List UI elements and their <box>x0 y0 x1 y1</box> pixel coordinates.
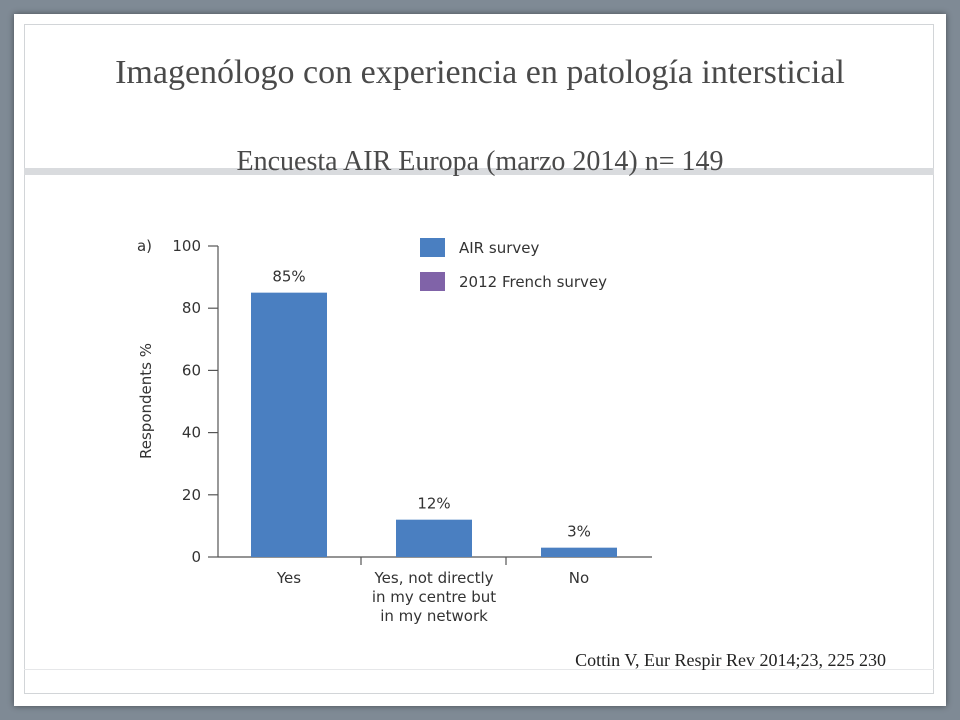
y-axis-title: Respondents % <box>137 343 155 459</box>
legend-label: AIR survey <box>459 239 539 257</box>
x-category-label: Yes, not directly <box>373 569 493 587</box>
footer-divider <box>24 669 934 670</box>
y-tick-label: 100 <box>172 237 201 255</box>
slide-subtitle: Encuesta AIR Europa (marzo 2014) n= 149 <box>236 146 724 177</box>
slide: Imagenólogo con experiencia en patología… <box>14 14 946 706</box>
bar-air-survey <box>541 547 617 557</box>
x-category-label: Yes <box>276 569 301 587</box>
y-tick-label: 80 <box>182 299 201 317</box>
bar-air-survey <box>251 292 327 557</box>
x-category-label: in my network <box>380 607 488 625</box>
data-label: 3% <box>567 523 591 541</box>
y-tick-label: 60 <box>182 361 201 379</box>
legend-label: 2012 French survey <box>459 273 607 291</box>
legend-swatch <box>420 238 445 257</box>
bar-air-survey <box>396 519 472 557</box>
data-label: 12% <box>417 495 450 513</box>
panel-label: a) <box>137 237 152 255</box>
x-category-label: No <box>569 569 589 587</box>
y-tick-label: 40 <box>182 424 201 442</box>
y-tick-label: 0 <box>191 548 201 566</box>
y-tick-label: 20 <box>182 486 201 504</box>
legend-swatch <box>420 272 445 291</box>
title-divider <box>24 168 934 175</box>
citation: Cottin V, Eur Respir Rev 2014;23, 225 23… <box>575 650 886 670</box>
data-label: 85% <box>272 268 305 286</box>
slide-title: Imagenólogo con experiencia en patología… <box>115 54 845 91</box>
x-category-label: in my centre but <box>372 588 496 606</box>
